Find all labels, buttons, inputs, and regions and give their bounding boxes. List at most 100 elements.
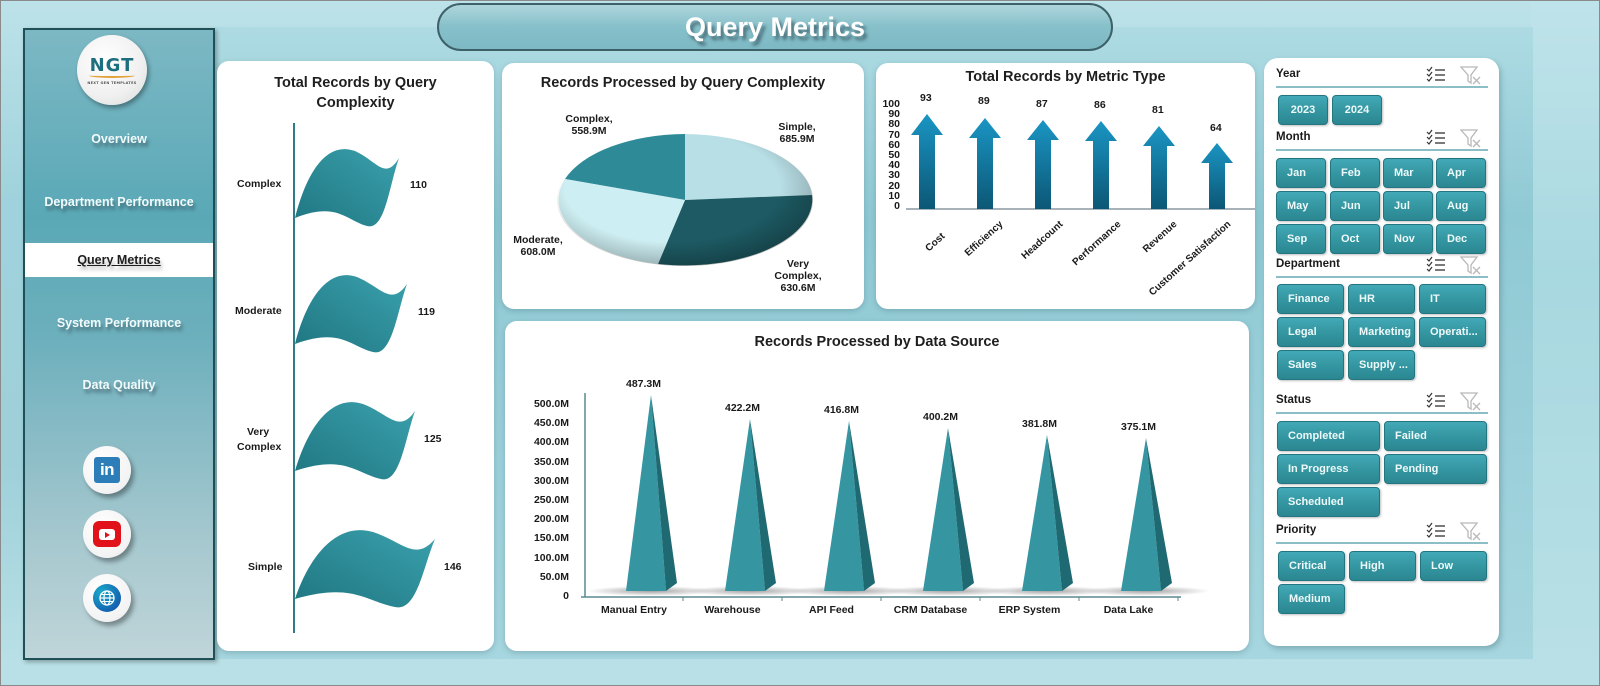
- flag-value-label: 146: [444, 561, 462, 573]
- pyramid-value-label: 487.3M: [626, 378, 662, 390]
- slicer-priority-option[interactable]: High: [1349, 551, 1416, 581]
- slicer-status-option[interactable]: Pending: [1384, 454, 1487, 484]
- multi-select-icon[interactable]: [1426, 392, 1446, 410]
- youtube-icon: [93, 521, 121, 547]
- clear-filter-icon[interactable]: [1460, 65, 1482, 85]
- y-axis-ticks: 500.0M 450.0M 400.0M 350.0M 300.0M 250.0…: [521, 395, 569, 606]
- slicer-year-label: Year: [1276, 68, 1301, 80]
- clear-filter-icon[interactable]: [1460, 255, 1482, 275]
- y-tick: 100: [882, 98, 900, 110]
- slicer-department-option[interactable]: Sales: [1277, 350, 1344, 380]
- y-tick: 50: [888, 149, 900, 162]
- slicer-priority-option[interactable]: Medium: [1278, 584, 1345, 614]
- slicer-month-option[interactable]: Feb: [1330, 158, 1380, 188]
- y-axis-ticks: 100 90 80 70 60 50 40 30 20 10 0: [878, 98, 900, 213]
- y-tick: 40: [888, 159, 900, 172]
- sidebar-item-overview[interactable]: Overview: [91, 132, 147, 146]
- multi-select-icon[interactable]: [1426, 66, 1446, 84]
- slicer-month-option[interactable]: Aug: [1436, 191, 1486, 221]
- slicer-status-option[interactable]: Failed: [1384, 421, 1487, 451]
- sidebar-item-system-performance[interactable]: System Performance: [56, 316, 182, 330]
- sidebar-item-department-performance[interactable]: Department Performance: [44, 195, 194, 209]
- slicer-month-option[interactable]: Jun: [1330, 191, 1380, 221]
- sidebar-item-query-metrics[interactable]: Query Metrics: [25, 243, 213, 277]
- pie-label-value: 630.6M: [780, 282, 816, 294]
- slicer-month-option[interactable]: Dec: [1436, 224, 1486, 254]
- slicer-status-option[interactable]: Scheduled: [1277, 487, 1380, 517]
- pie-label-name: Complex,: [774, 270, 822, 282]
- y-tick: 0: [563, 590, 569, 603]
- clear-filter-icon[interactable]: [1460, 521, 1482, 541]
- pyramid-bars: [581, 393, 1210, 601]
- flag-category-label: Complex: [237, 178, 282, 190]
- chart-total-records-by-metric-type: Total Records by Metric Type 100 90 80 7…: [876, 63, 1255, 309]
- slicer-year-option[interactable]: 2023: [1278, 95, 1328, 125]
- slicer-department-option[interactable]: Supply ...: [1348, 350, 1415, 380]
- pie-label-complex: Complex, 558.9M: [558, 113, 620, 137]
- flag-category-label: Very: [247, 426, 270, 438]
- chart-total-records-by-query-complexity: Total Records by Query Complexity Comple…: [217, 61, 494, 651]
- pie-label-name: Very: [786, 258, 810, 270]
- arrow-value-label: 64: [1210, 122, 1222, 134]
- arrow-value-label: 86: [1094, 99, 1106, 111]
- x-tick: Warehouse: [704, 604, 761, 616]
- slicer-month-option[interactable]: Sep: [1276, 224, 1326, 254]
- linkedin-icon: in: [94, 457, 120, 483]
- multi-select-icon[interactable]: [1426, 129, 1446, 147]
- pie-label-very-complex: Very Complex, 630.6M: [770, 258, 826, 294]
- arrow-value-label: 93: [920, 92, 932, 104]
- pie-label-moderate: Moderate, 608.0M: [508, 234, 568, 258]
- slicer-department-option[interactable]: IT: [1419, 284, 1486, 314]
- flag-bars: [295, 149, 435, 608]
- slicer-priority-option[interactable]: Critical: [1278, 551, 1345, 581]
- filter-panel: Year 2023 2024 Month Jan Feb Mar Apr May…: [1264, 58, 1499, 646]
- chart-title: Records Processed by Data Source: [754, 334, 1000, 350]
- chart-title-line1: Total Records by Query: [274, 75, 437, 91]
- pyramid-value-label: 381.8M: [1022, 418, 1058, 430]
- slicer-year-header: Year: [1276, 64, 1488, 88]
- pie-label-name: Moderate,: [513, 234, 563, 246]
- slicer-month-option[interactable]: Jan: [1276, 158, 1326, 188]
- slicer-department-option[interactable]: Marketing: [1348, 317, 1415, 347]
- slicer-month-option[interactable]: Apr: [1436, 158, 1486, 188]
- y-tick: 150.0M: [533, 532, 569, 545]
- y-tick: 0: [894, 200, 900, 213]
- page-title: Query Metrics: [684, 11, 866, 42]
- slicer-department-option[interactable]: Legal: [1277, 317, 1344, 347]
- slicer-month-option[interactable]: May: [1276, 191, 1326, 221]
- website-button[interactable]: [83, 574, 131, 622]
- slicer-department-option[interactable]: HR: [1348, 284, 1415, 314]
- x-tick: Data Lake: [1103, 604, 1154, 616]
- flag-category-label: Simple: [248, 561, 283, 573]
- linkedin-button[interactable]: in: [83, 446, 131, 494]
- slicer-month-option[interactable]: Jul: [1383, 191, 1433, 221]
- slicer-department-option[interactable]: Operati...: [1419, 317, 1486, 347]
- chart-title: Total Records by Query Complexity: [217, 73, 494, 113]
- chart-title: Records Processed by Query Complexity: [540, 75, 826, 91]
- y-tick: 30: [888, 169, 900, 182]
- multi-select-icon[interactable]: [1426, 522, 1446, 540]
- arrow-value-label: 89: [978, 95, 990, 107]
- slicer-status-option[interactable]: In Progress: [1277, 454, 1380, 484]
- multi-select-icon[interactable]: [1426, 256, 1446, 274]
- page-title-bar: Query Metrics: [437, 3, 1113, 51]
- slicer-department-header: Department: [1276, 254, 1488, 278]
- clear-filter-icon[interactable]: [1460, 391, 1482, 411]
- sidebar-item-data-quality[interactable]: Data Quality: [82, 378, 156, 392]
- slicer-month-option[interactable]: Mar: [1383, 158, 1433, 188]
- youtube-button[interactable]: [83, 510, 131, 558]
- y-tick: 450.0M: [533, 417, 569, 430]
- slicer-department-option[interactable]: Finance: [1277, 284, 1344, 314]
- pyramid-value-label: 416.8M: [824, 404, 860, 416]
- slicer-status-option[interactable]: Completed: [1277, 421, 1380, 451]
- logo-subtext: NEXT GEN TEMPLATES: [87, 81, 137, 85]
- chart-records-processed-by-data-source: Records Processed by Data Source 500.0M …: [505, 321, 1249, 651]
- slicer-year-option[interactable]: 2024: [1332, 95, 1382, 125]
- slicer-priority-option[interactable]: Low: [1420, 551, 1487, 581]
- slicer-month-option[interactable]: Oct: [1330, 224, 1380, 254]
- globe-icon: [93, 584, 121, 612]
- slicer-status-header: Status: [1276, 390, 1488, 414]
- clear-filter-icon[interactable]: [1460, 128, 1482, 148]
- pie-chart: [557, 134, 813, 266]
- slicer-month-option[interactable]: Nov: [1383, 224, 1433, 254]
